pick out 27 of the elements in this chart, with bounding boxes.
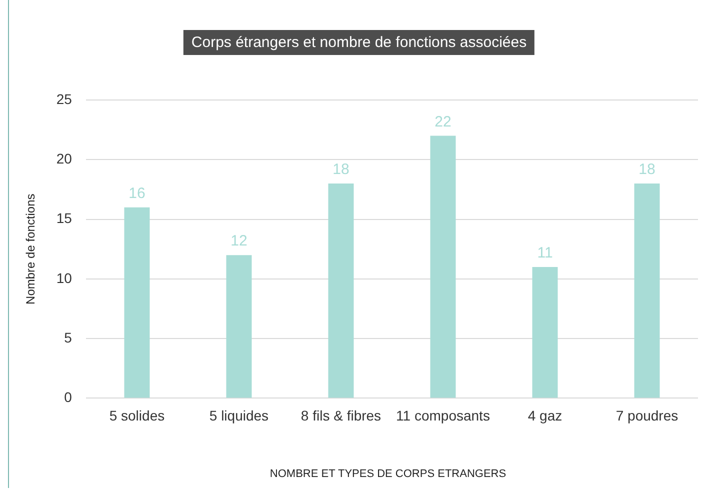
data-label: 12 bbox=[230, 232, 248, 250]
bar bbox=[226, 255, 252, 398]
x-tick-label: 4 gaz bbox=[528, 407, 562, 424]
y-tick-label: 0 bbox=[64, 389, 72, 406]
bar bbox=[328, 183, 354, 398]
y-tick-label: 20 bbox=[56, 150, 72, 166]
y-tick-label: 5 bbox=[64, 329, 72, 346]
x-axis-title: NOMBRE ET TYPES DE CORPS ETRANGERS bbox=[268, 468, 508, 480]
data-label: 22 bbox=[434, 113, 452, 130]
data-label: 18 bbox=[332, 161, 350, 178]
bar bbox=[124, 207, 150, 398]
bar bbox=[430, 136, 456, 398]
bar bbox=[532, 266, 558, 398]
bar bbox=[634, 183, 660, 398]
x-tick-label: 7 poudres bbox=[616, 407, 678, 424]
x-tick-label: 11 composants bbox=[396, 407, 490, 424]
data-label: 18 bbox=[638, 161, 656, 178]
y-tick-label: 25 bbox=[56, 90, 72, 107]
chart-title: Corps étrangers et nombre de fonctions associées bbox=[183, 30, 535, 55]
y-tick-label: 10 bbox=[56, 270, 72, 286]
data-label: 11 bbox=[537, 244, 553, 262]
y-axis-title: Nombre de fonctions bbox=[24, 194, 38, 304]
y-tick-label: 15 bbox=[56, 210, 72, 226]
x-tick-label: 5 liquides bbox=[209, 407, 269, 424]
data-label: 16 bbox=[128, 184, 146, 202]
x-tick-label: 8 fils & fibres bbox=[300, 407, 382, 424]
x-tick-label: 5 solides bbox=[109, 407, 165, 424]
